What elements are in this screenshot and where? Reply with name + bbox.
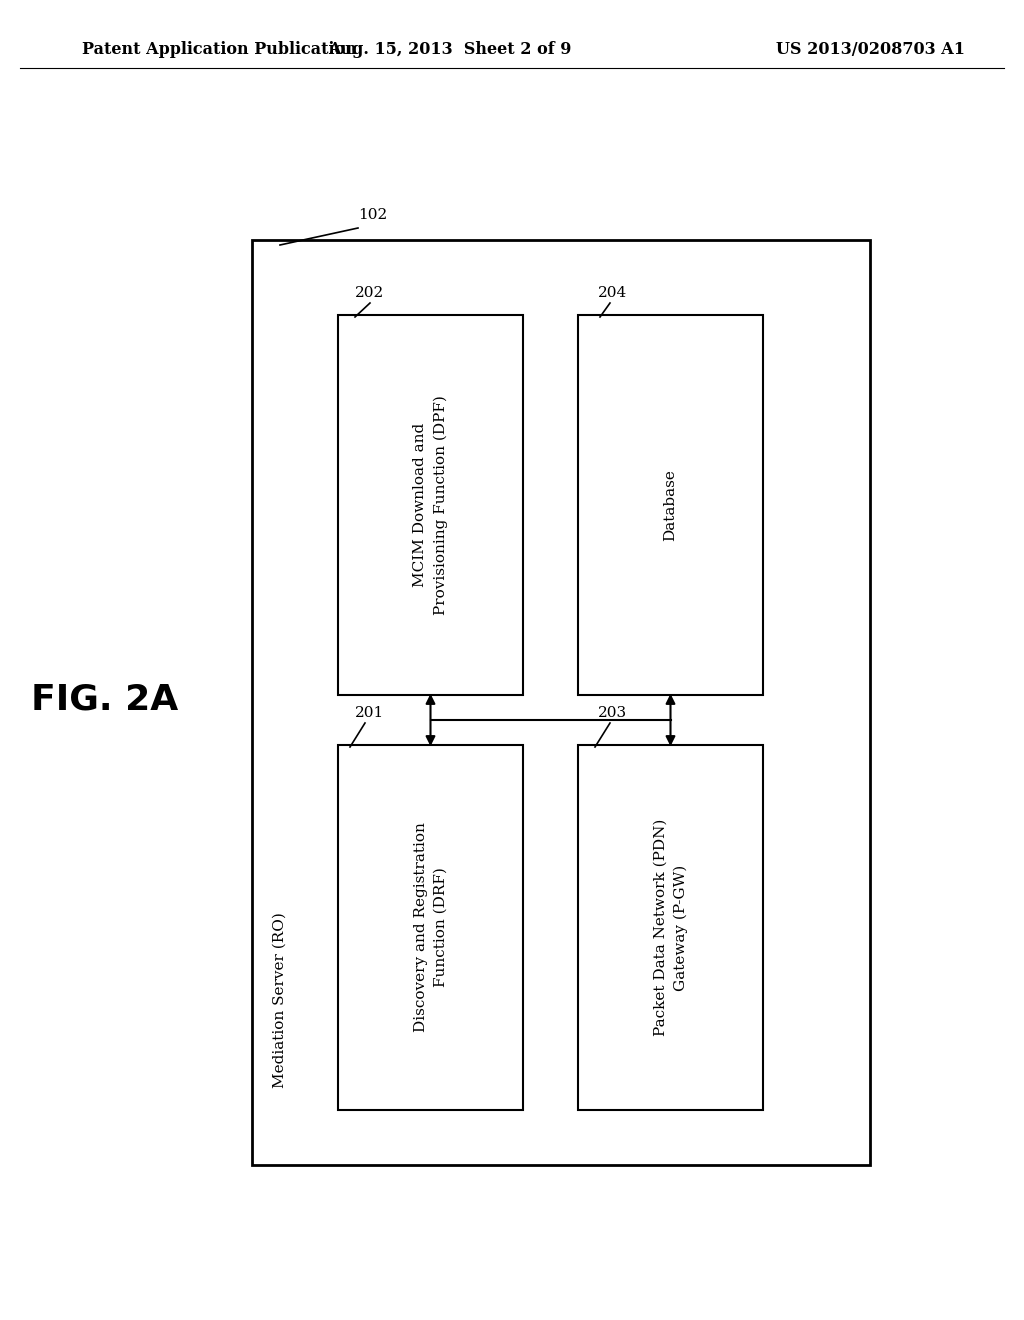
Bar xyxy=(338,744,523,1110)
Text: Patent Application Publication: Patent Application Publication xyxy=(82,41,356,58)
Text: MCIM Download and
Provisioning Function (DPF): MCIM Download and Provisioning Function … xyxy=(414,395,447,615)
Text: 203: 203 xyxy=(598,706,627,719)
Text: Mediation Server (RO): Mediation Server (RO) xyxy=(273,912,287,1088)
Text: Database: Database xyxy=(664,469,678,541)
Text: US 2013/0208703 A1: US 2013/0208703 A1 xyxy=(775,41,965,58)
Text: Aug. 15, 2013  Sheet 2 of 9: Aug. 15, 2013 Sheet 2 of 9 xyxy=(329,41,571,58)
Text: Packet Data Network (PDN)
Gateway (P-GW): Packet Data Network (PDN) Gateway (P-GW) xyxy=(653,818,687,1036)
Text: Discovery and Registration
Function (DRF): Discovery and Registration Function (DRF… xyxy=(414,822,447,1032)
Text: 204: 204 xyxy=(598,286,628,300)
Bar xyxy=(338,315,523,696)
Bar xyxy=(578,744,763,1110)
Text: 202: 202 xyxy=(355,286,384,300)
Text: FIG. 2A: FIG. 2A xyxy=(32,682,178,717)
Bar xyxy=(252,240,870,1166)
Text: 102: 102 xyxy=(358,209,387,222)
Bar xyxy=(578,315,763,696)
Text: 201: 201 xyxy=(355,706,384,719)
